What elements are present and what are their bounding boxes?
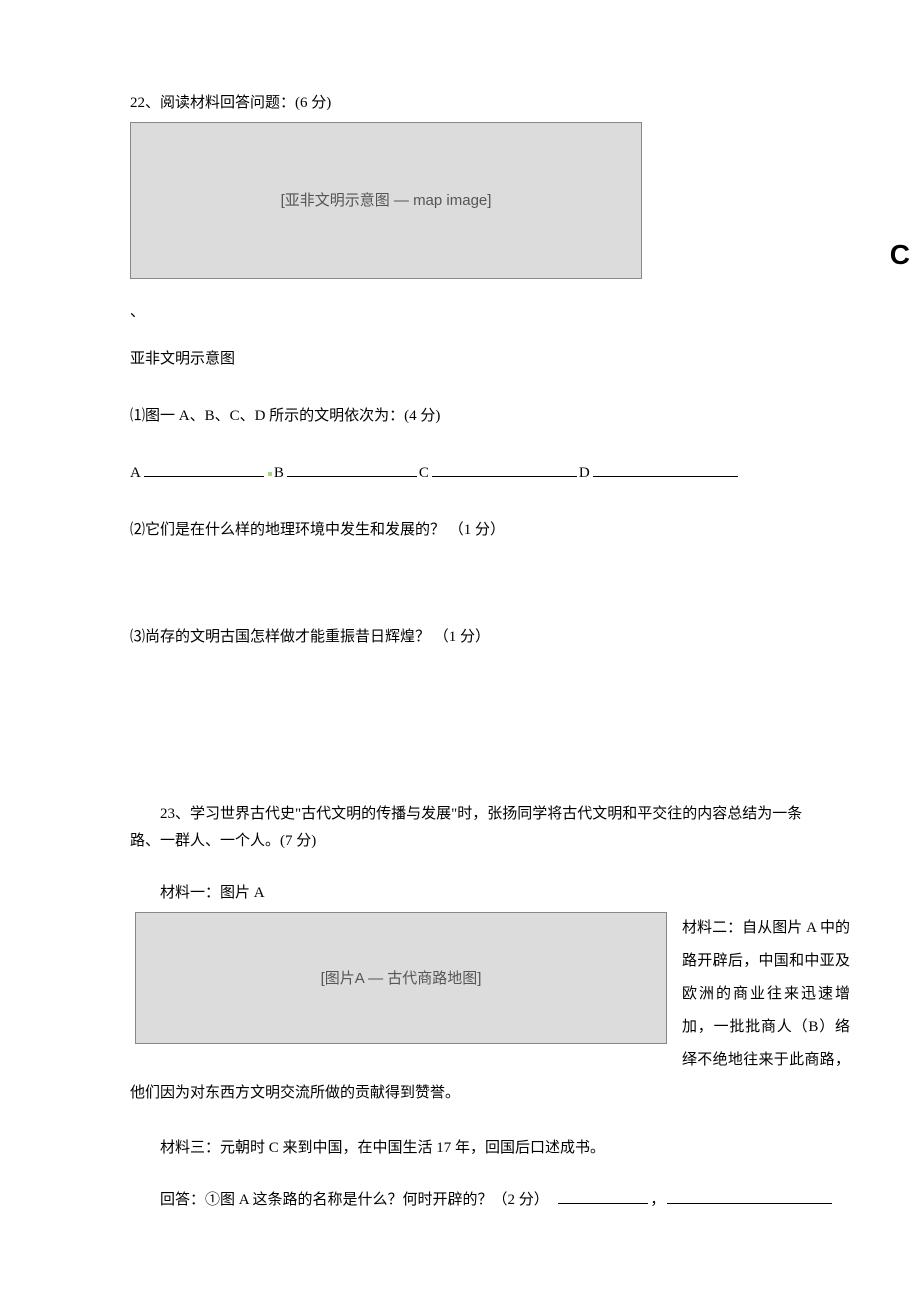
stray-punct: 、 <box>130 299 850 326</box>
q22-map-alt: [亚非文明示意图 — map image] <box>281 187 492 214</box>
q23-intro-line2: 路、一群人、一个人。(7 分) <box>130 828 850 855</box>
q22-number: 22、 <box>130 95 160 111</box>
q23-material3: 材料三：元朝时 C 来到中国，在中国生活 17 年，回国后口述成书。 <box>130 1135 850 1162</box>
q23-answer1: 回答：①图 A 这条路的名称是什么？何时开辟的？（2 分） ， <box>130 1187 850 1214</box>
blank-ans1 <box>558 1188 648 1204</box>
label-b: B <box>274 465 285 481</box>
label-a: A <box>130 465 142 481</box>
label-c2: C <box>419 465 430 481</box>
q22-fill-row: A B C D <box>130 460 850 487</box>
q22-map-image: [亚非文明示意图 — map image] <box>130 122 642 279</box>
q22-sub2: ⑵它们是在什么样的地理环境中发生和发展的？ （1 分） <box>130 517 850 544</box>
q22-header-row: 22、阅读材料回答问题：(6 分) [亚非文明示意图 — map image] … <box>130 90 850 279</box>
label-c: C <box>890 230 910 280</box>
comma: ， <box>650 1192 665 1208</box>
label-d: D <box>579 465 591 481</box>
q23-map-alt: [图片A — 古代商路地图] <box>321 965 482 992</box>
q23-map-image: [图片A — 古代商路地图] <box>135 912 667 1044</box>
spacer <box>130 681 850 801</box>
green-marker-icon <box>268 472 272 476</box>
q22-header: 22、阅读材料回答问题：(6 分) <box>130 90 850 117</box>
q23-wrap-block: [图片A — 古代商路地图] 材料二：自从图片 A 中的路开辟后，中国和中亚及欧… <box>130 912 850 1110</box>
q22-title: 阅读材料回答问题：(6 分) <box>160 95 331 111</box>
q23-intro-line1: 23、学习世界古代史"古代文明的传播与发展"时，张扬同学将古代文明和平交往的内容… <box>130 801 850 828</box>
q23-answer1-text: 回答：①图 A 这条路的名称是什么？何时开辟的？（2 分） <box>160 1192 549 1208</box>
document-page: 22、阅读材料回答问题：(6 分) [亚非文明示意图 — map image] … <box>0 0 920 1304</box>
blank-d <box>593 461 738 477</box>
blank-c <box>432 461 577 477</box>
q22-caption: 亚非文明示意图 <box>130 346 850 373</box>
q23-material1-label: 材料一：图片 A <box>130 880 850 907</box>
blank-b <box>287 461 417 477</box>
q22-sub1: ⑴图一 A、B、C、D 所示的文明依次为：(4 分) <box>130 403 850 430</box>
q22-sub3: ⑶尚存的文明古国怎样做才能重振昔日辉煌？ （1 分） <box>130 624 850 651</box>
blank-a <box>144 461 264 477</box>
blank-ans2 <box>667 1188 832 1204</box>
